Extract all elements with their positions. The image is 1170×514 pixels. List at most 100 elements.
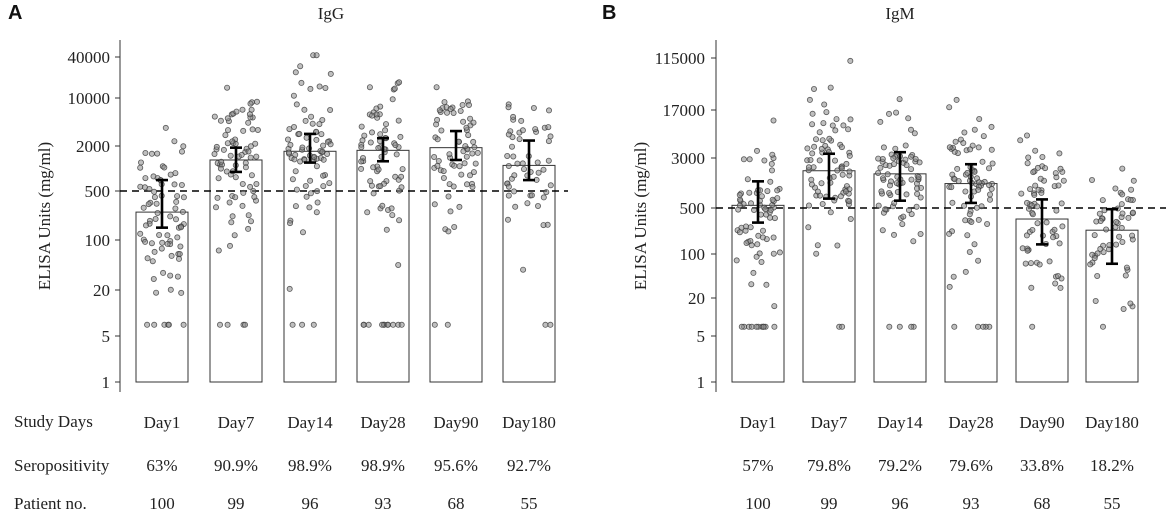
data-point — [396, 217, 403, 224]
data-point — [964, 232, 971, 239]
data-point — [984, 220, 991, 227]
data-point — [879, 227, 886, 234]
data-point — [445, 228, 452, 235]
data-point — [519, 127, 526, 134]
data-point — [505, 104, 512, 111]
data-point — [174, 273, 181, 280]
data-point — [1129, 232, 1136, 239]
data-point — [838, 144, 845, 151]
data-point — [398, 321, 405, 328]
x-tick-label: Day28 — [948, 413, 993, 432]
data-point — [224, 321, 231, 328]
data-point — [545, 124, 552, 131]
data-point — [379, 202, 386, 209]
data-point — [1034, 220, 1041, 227]
data-point — [1116, 233, 1123, 240]
data-point — [837, 193, 844, 200]
data-point — [137, 159, 144, 166]
data-point — [246, 111, 253, 118]
data-point — [227, 152, 234, 159]
data-point — [905, 115, 912, 122]
data-point — [239, 106, 246, 113]
data-point — [754, 241, 761, 248]
y-tick-label: 5 — [697, 327, 706, 346]
data-point — [1025, 154, 1032, 161]
data-point — [986, 165, 993, 172]
data-point — [226, 242, 233, 249]
data-point — [510, 153, 517, 160]
data-point — [389, 96, 396, 103]
data-point — [839, 323, 846, 330]
data-point — [1094, 272, 1101, 279]
data-point — [319, 148, 326, 155]
data-point — [392, 142, 399, 149]
y-tick-label: 1 — [102, 373, 111, 392]
data-point — [179, 208, 186, 215]
data-point — [949, 199, 956, 206]
data-point — [528, 192, 535, 199]
data-point — [176, 250, 183, 257]
data-point — [966, 248, 973, 255]
data-point — [763, 211, 770, 218]
data-point — [806, 202, 813, 209]
data-point — [736, 191, 743, 198]
data-point — [829, 122, 836, 129]
data-point — [460, 118, 467, 125]
data-point — [833, 116, 840, 123]
data-point — [398, 173, 405, 180]
data-point — [178, 148, 185, 155]
sero-value: 92.7% — [507, 456, 551, 475]
data-point — [358, 144, 365, 151]
data-point — [159, 239, 166, 246]
data-point — [469, 150, 476, 157]
data-point — [1113, 241, 1120, 248]
data-point — [443, 109, 450, 116]
data-point — [390, 321, 397, 328]
data-point — [253, 180, 260, 187]
data-point — [240, 189, 247, 196]
data-point — [326, 180, 333, 187]
data-point — [886, 110, 893, 117]
data-point — [1032, 147, 1039, 154]
data-point — [946, 104, 953, 111]
data-point — [1096, 210, 1103, 217]
data-point — [180, 194, 187, 201]
data-point — [368, 129, 375, 136]
sero-value: 63% — [146, 456, 178, 475]
data-point — [395, 261, 402, 268]
data-point — [961, 202, 968, 209]
data-point — [769, 196, 776, 203]
data-point — [917, 194, 924, 201]
data-point — [222, 132, 229, 139]
data-point — [902, 142, 909, 149]
data-point — [144, 255, 151, 262]
data-point — [1127, 300, 1134, 307]
data-point — [1118, 224, 1125, 231]
x-tick-label: Day180 — [1085, 413, 1139, 432]
data-point — [1055, 272, 1062, 279]
data-point — [467, 115, 474, 122]
data-point — [466, 172, 473, 179]
data-point — [884, 171, 891, 178]
data-point — [327, 70, 334, 77]
data-point — [806, 96, 813, 103]
data-point — [431, 153, 438, 160]
data-point — [296, 130, 303, 137]
data-point — [223, 168, 230, 175]
data-point — [1119, 238, 1126, 245]
data-point — [1028, 284, 1035, 291]
data-point — [440, 168, 447, 175]
data-point — [137, 183, 144, 190]
data-point — [1017, 137, 1024, 144]
data-point — [505, 162, 512, 169]
data-point — [875, 169, 882, 176]
data-point — [875, 155, 882, 162]
data-point — [142, 238, 149, 245]
data-point — [882, 206, 889, 213]
data-point — [738, 323, 745, 330]
data-point — [457, 108, 464, 115]
data-point — [1056, 150, 1063, 157]
data-point — [472, 160, 479, 167]
data-point — [988, 123, 995, 130]
data-point — [469, 183, 476, 190]
